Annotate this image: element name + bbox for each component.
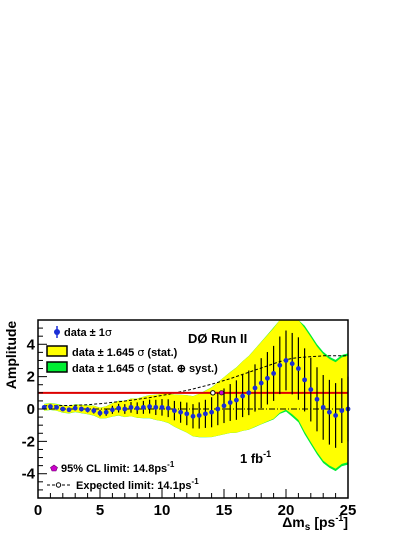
data-point bbox=[333, 413, 338, 418]
luminosity-label: 1 fb-1 bbox=[240, 449, 271, 466]
data-point bbox=[128, 404, 134, 410]
experiment-label: DØ Run II bbox=[188, 331, 247, 346]
cl-limit-point bbox=[219, 390, 225, 396]
y-axis-title: Amplitude bbox=[3, 321, 19, 390]
data-point bbox=[153, 404, 159, 410]
y-tick-label: 0 bbox=[27, 401, 35, 418]
x-axis-title: Δms [ps-1] bbox=[282, 513, 348, 533]
data-point bbox=[221, 403, 227, 409]
data-point bbox=[60, 406, 66, 412]
data-point bbox=[320, 404, 326, 410]
data-point bbox=[141, 404, 146, 410]
legend-marker bbox=[54, 329, 60, 335]
data-point bbox=[178, 409, 184, 415]
data-point bbox=[54, 404, 59, 410]
data-point bbox=[271, 371, 276, 376]
data-point bbox=[97, 410, 103, 416]
data-point bbox=[66, 407, 72, 413]
data-point bbox=[308, 387, 314, 392]
data-point bbox=[296, 366, 301, 371]
legend-entry-syst-band: data ± 1.645 σ (stat. ⊕ syst.) bbox=[46, 361, 218, 375]
data-point bbox=[252, 385, 258, 391]
data-point bbox=[190, 413, 196, 419]
x-tick-label: 0 bbox=[34, 502, 42, 519]
data-point bbox=[258, 380, 264, 386]
expected-sensitivity-curve bbox=[44, 355, 348, 407]
legend-yellow-box bbox=[46, 345, 68, 357]
expected-limit-label: Expected limit: 14.1ps-1 bbox=[76, 477, 199, 492]
data-point bbox=[72, 405, 78, 411]
data-point bbox=[110, 407, 115, 413]
data-point bbox=[227, 400, 233, 405]
expected-limit-entry: Expected limit: 14.1ps-1 bbox=[47, 477, 199, 492]
data-point bbox=[265, 375, 270, 381]
data-point bbox=[289, 361, 295, 367]
data-point bbox=[116, 405, 121, 411]
x-axis-title-sub: s bbox=[305, 522, 311, 533]
cl-limit-label: 95% CL limit: 14.8ps-1 bbox=[61, 460, 175, 475]
y-tick-label: -4 bbox=[22, 466, 36, 483]
data-point bbox=[314, 396, 320, 402]
x-tick-label: 10 bbox=[154, 502, 171, 519]
legend: data ± 1σ data ± 1.645 σ (stat.) data ± … bbox=[46, 326, 218, 375]
data-point bbox=[209, 409, 215, 415]
x-tick-label: 25 bbox=[340, 502, 357, 519]
data-point bbox=[122, 406, 128, 412]
data-point bbox=[134, 405, 140, 411]
data-point bbox=[184, 411, 190, 417]
data-point bbox=[327, 409, 332, 415]
data-point bbox=[196, 413, 202, 418]
data-point bbox=[277, 362, 283, 368]
data-point bbox=[103, 409, 109, 415]
x-axis-title-unit: [ps bbox=[314, 514, 335, 530]
data-point bbox=[339, 408, 345, 414]
plot-layer: 0 5 10 15 20 25 -4 -2 0 2 4 bbox=[22, 319, 357, 519]
legend-label-stat-band: data ± 1.645 σ (stat.) bbox=[72, 346, 178, 359]
data-point bbox=[85, 407, 90, 413]
data-point bbox=[240, 393, 246, 399]
x-axis-title-close: ] bbox=[343, 514, 348, 530]
data-point bbox=[165, 405, 171, 411]
data-point bbox=[91, 408, 97, 414]
data-point bbox=[172, 408, 177, 414]
expected-limit-legend-marker bbox=[55, 482, 62, 488]
x-axis-title-sup: -1 bbox=[335, 513, 343, 523]
data-point bbox=[79, 406, 84, 412]
y-tick-label: -2 bbox=[22, 433, 35, 450]
data-point bbox=[246, 390, 252, 396]
legend-entry-data-1sigma: data ± 1σ bbox=[54, 326, 112, 339]
cl-limit-entry: 95% CL limit: 14.8ps-1 bbox=[50, 460, 175, 475]
x-tick-label: 15 bbox=[216, 502, 233, 519]
data-point bbox=[302, 377, 307, 383]
legend-label-syst-band: data ± 1.645 σ (stat. ⊕ syst.) bbox=[72, 362, 218, 375]
y-tick-label: 4 bbox=[27, 336, 36, 353]
data-point bbox=[48, 404, 53, 409]
x-tick-label: 5 bbox=[96, 502, 104, 519]
data-point bbox=[234, 397, 239, 403]
legend-green-box bbox=[46, 361, 68, 373]
y-tick-label: 2 bbox=[27, 369, 35, 386]
data-point bbox=[215, 406, 221, 412]
legend-entry-stat-band: data ± 1.645 σ (stat.) bbox=[46, 345, 178, 359]
data-point bbox=[159, 404, 165, 410]
stat-band bbox=[44, 320, 348, 469]
data-point bbox=[147, 404, 153, 409]
expected-limit-marker bbox=[210, 390, 216, 396]
data-point bbox=[203, 411, 208, 417]
data-point bbox=[283, 358, 289, 363]
x-tick-label: 20 bbox=[278, 502, 295, 519]
x-axis-title-base: Δm bbox=[282, 514, 305, 530]
legend-label-data-1sigma: data ± 1σ bbox=[64, 326, 112, 339]
cl-limit-marker bbox=[50, 464, 58, 472]
